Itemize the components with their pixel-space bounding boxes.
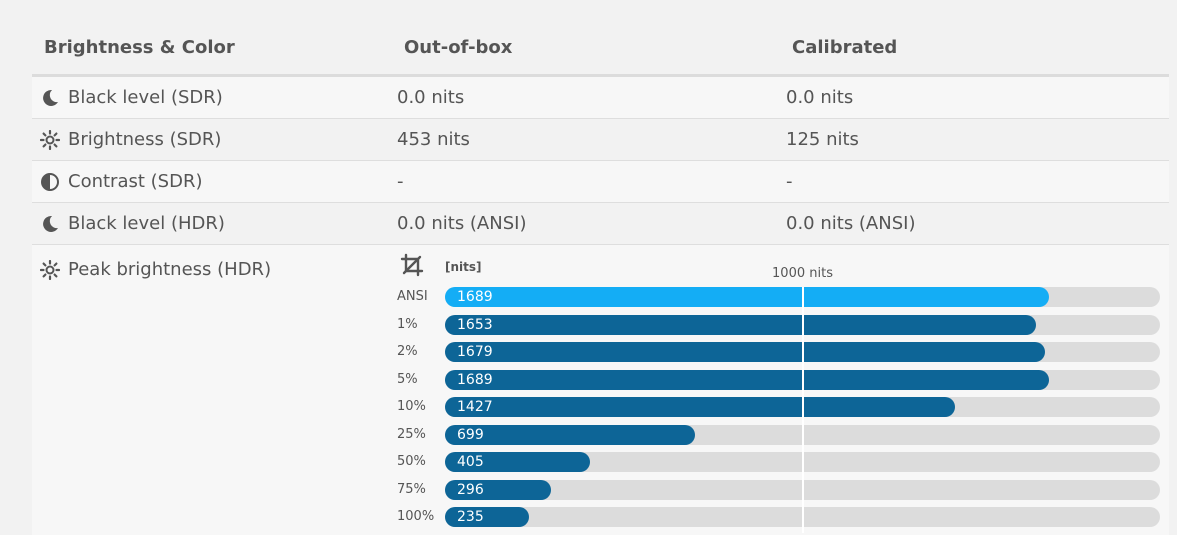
header-brightness-color: Brightness & Color [44,37,235,58]
bar [445,452,590,472]
calibrated-value: - [786,171,793,192]
reference-line-label: 1000 nits [772,266,833,281]
calibrated-value: 0.0 nits [786,87,854,108]
bar [445,507,529,527]
bar-row: 10% 1427 [397,397,1169,417]
bar-category-label: 5% [397,371,418,387]
bar [445,369,1049,390]
bar-row: 50% 405 [397,452,1169,472]
bar-category-label: ANSI [397,289,428,304]
bar [445,424,695,445]
table-row: Black level (SDR) 0.0 nits 0.0 nits [32,77,1169,119]
header-calibrated: Calibrated [792,37,898,58]
bar [445,314,1036,335]
chart-unit-label: [nits] [445,260,482,274]
reference-line [801,287,804,533]
bar-value-label: 1427 [457,399,493,415]
table-row: Black level (HDR) 0.0 nits (ANSI) 0.0 ni… [32,203,1169,245]
table-row-peak-brightness: Peak brightness (HDR) [nits] 1000 nits A… [32,245,1169,535]
sun-icon [40,129,60,150]
out-of-box-value: 453 nits [397,129,470,150]
bar-row: 1% 1653 [397,314,1169,335]
bar-value-label: 235 [457,509,484,525]
bar-row: 100% 235 [397,507,1169,527]
bar-row: ANSI 1689 [397,287,1169,307]
bar-row: 2% 1679 [397,342,1169,362]
out-of-box-value: 0.0 nits [397,87,465,108]
out-of-box-value: - [397,171,404,192]
row-label: Brightness (SDR) [68,129,222,150]
row-label: Peak brightness (HDR) [68,259,272,280]
table-row: Brightness (SDR) 453 nits 125 nits [32,119,1169,161]
peak-brightness-chart: [nits] 1000 nits ANSI 1689 1% 1653 2% 1679 5% 1… [397,253,1169,533]
bar-category-label: 25% [397,426,426,442]
bar-category-label: 100% [397,509,435,524]
bar [445,479,551,500]
row-label: Black level (SDR) [68,87,223,108]
table-header: Brightness & Color Out-of-box Calibrated [32,0,1169,77]
bar-value-label: 1689 [457,289,493,305]
bar-category-label: 10% [397,399,426,414]
moon-icon [43,215,58,232]
bar-category-label: 50% [397,454,426,469]
row-label: Black level (HDR) [68,213,225,234]
bar [445,397,956,417]
contrast-icon [41,172,59,191]
row-label: Contrast (SDR) [68,171,203,192]
bar [445,342,1046,362]
calibrated-value: 0.0 nits (ANSI) [786,213,916,234]
out-of-box-value: 0.0 nits (ANSI) [397,213,527,234]
bar-row: 75% 296 [397,479,1169,500]
table-row: Contrast (SDR) - - [32,161,1169,203]
bar-value-label: 296 [457,481,484,498]
sun-icon [40,259,60,280]
bar-value-label: 405 [457,454,484,470]
bar-category-label: 2% [397,344,418,359]
bar [445,287,1049,307]
calibrated-value: 125 nits [786,129,859,150]
brightness-color-table: Brightness & Color Out-of-box Calibrated… [32,0,1169,535]
bar-value-label: 1653 [457,316,493,333]
bar-value-label: 699 [457,426,484,443]
bar-row: 25% 699 [397,424,1169,445]
bar-row: 5% 1689 [397,369,1169,390]
crop-icon[interactable] [400,253,424,277]
bar-value-label: 1689 [457,371,493,388]
moon-icon [43,89,58,106]
header-out-of-box: Out-of-box [404,37,513,58]
bar-value-label: 1679 [457,344,493,360]
bar-category-label: 1% [397,316,418,332]
bar-category-label: 75% [397,481,426,497]
